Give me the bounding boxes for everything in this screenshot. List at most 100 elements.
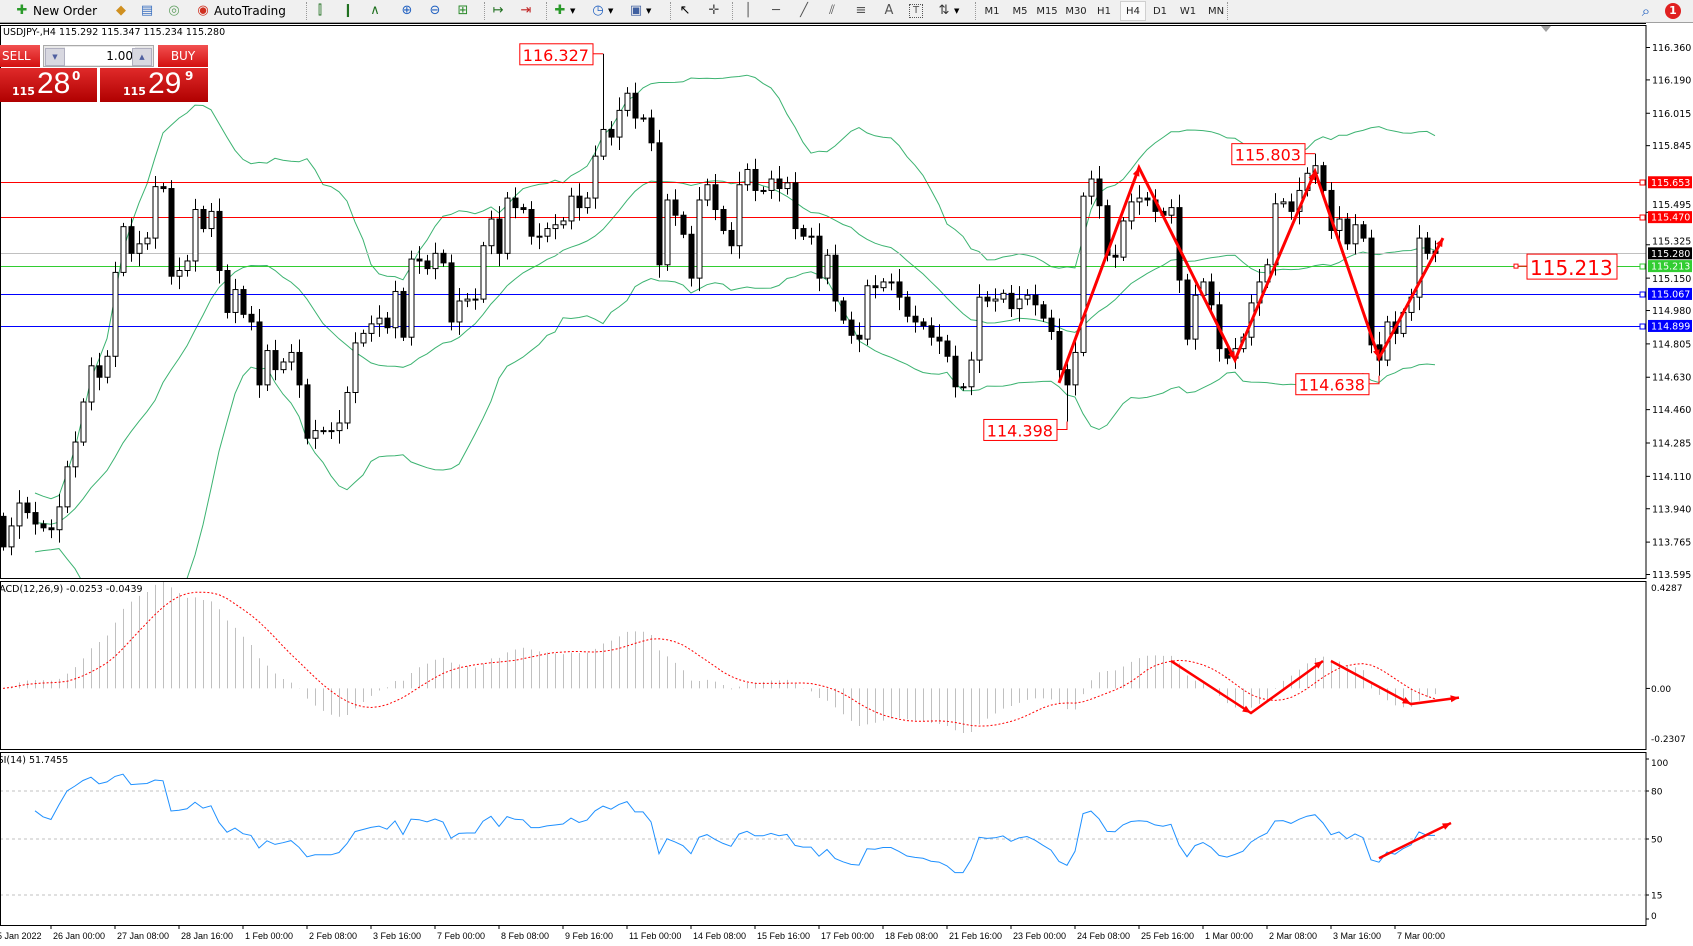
candle-body-bullish [312, 430, 319, 439]
level-handle[interactable] [1639, 179, 1646, 186]
candle [1424, 232, 1431, 260]
bollinger-upper-line [34, 74, 1436, 500]
timeframe-m30-button[interactable]: M30 [1065, 5, 1087, 17]
chart-shift-button[interactable]: ⇥ [518, 1, 534, 21]
zoom-out-button[interactable]: ⊖ [427, 1, 443, 21]
text-button[interactable]: A [881, 1, 897, 21]
time-tick-label: 25 Jan 2022 [0, 931, 42, 941]
level-handle[interactable] [1639, 291, 1646, 298]
crosshair-button[interactable]: ✛ [706, 1, 722, 21]
cursor-button[interactable]: ↖ [677, 1, 693, 21]
candle-body-bearish [904, 296, 911, 317]
line-chart-button[interactable]: ∧ [367, 1, 383, 21]
signals-button[interactable]: ◎ [166, 1, 182, 21]
candle-body-bullish [736, 184, 743, 247]
candle-body-bearish [672, 199, 679, 216]
candle [624, 87, 631, 117]
timeframe-w1-button[interactable]: W1 [1179, 5, 1197, 17]
timeframe-d1-button[interactable]: D1 [1152, 5, 1168, 17]
fibonacci-icon: ≡ [855, 3, 867, 18]
pivot-callout-label: 115.213 [1530, 256, 1613, 280]
toolbar-separator [546, 2, 548, 20]
search-button[interactable]: ⌕ [1638, 1, 1654, 21]
auto-scroll-button[interactable]: ↦ [490, 1, 506, 21]
candle-body-bearish [928, 325, 935, 338]
sell-price-button[interactable]: 115 28 0 [0, 68, 97, 102]
zoom-in-icon: ⊕ [401, 3, 413, 18]
candle-body-bullish [1336, 218, 1343, 231]
candlestick-icon: ❙ [342, 3, 354, 18]
rsi-tick-label: 50 [1651, 836, 1663, 846]
candle [416, 246, 423, 274]
sell-price-main: 28 [37, 67, 71, 100]
candle-body-bullish [1128, 201, 1135, 222]
candle-body-bullish [888, 281, 895, 284]
tile-windows-button[interactable]: ⊞ [455, 1, 471, 21]
autotrading-button[interactable]: ◉ AutoTrading [195, 1, 286, 21]
chart-shift-marker[interactable] [1541, 26, 1551, 32]
fibonacci-button[interactable]: ≡ [853, 1, 869, 21]
candle-body-bearish [528, 209, 535, 237]
navigator-button[interactable]: ▤ [139, 1, 155, 21]
lot-size-input[interactable] [65, 47, 135, 65]
candle-body-bearish [720, 209, 727, 231]
indicators-button[interactable]: ✚ ▼ [552, 1, 576, 21]
symbol-ohlc-label: USDJPY-,H4 115.292 115.347 115.234 115.2… [3, 27, 226, 38]
candle-body-bearish [520, 207, 527, 211]
buy-price-button[interactable]: 115 29 9 [100, 68, 208, 102]
lot-increase-button[interactable]: ▲ [132, 48, 152, 66]
candle-body-bearish [984, 296, 991, 302]
candle [728, 222, 735, 255]
candle-body-bullish [432, 252, 439, 270]
candle [952, 345, 959, 398]
candle-body-bullish [1168, 207, 1175, 216]
candle-body-bullish [16, 502, 23, 527]
price-panel[interactable] [0, 53, 1646, 643]
level-handle[interactable] [1639, 323, 1646, 330]
buy-button[interactable]: BUY [158, 45, 208, 67]
candle [376, 305, 383, 337]
candle [848, 311, 855, 344]
candle [696, 187, 703, 292]
lot-decrease-button[interactable]: ▼ [45, 48, 65, 66]
candle-body-bearish [304, 384, 311, 439]
candle-body-bullish [1352, 224, 1359, 245]
timeframe-m5-button[interactable]: M5 [1012, 5, 1028, 17]
candle [1016, 286, 1023, 322]
candlestick-button[interactable]: ❙ [340, 1, 356, 21]
candle-body-bullish [352, 342, 359, 393]
metaeditor-button[interactable]: ◆ [113, 1, 129, 21]
templates-button[interactable]: ▣ ▼ [628, 1, 652, 21]
zoom-in-button[interactable]: ⊕ [399, 1, 415, 21]
timeframe-mn-button[interactable]: MN [1207, 5, 1225, 17]
level-handle[interactable] [1639, 214, 1646, 221]
text-label-button[interactable]: T [909, 1, 923, 21]
vertical-line-button[interactable]: │ [740, 1, 756, 21]
macd-panel[interactable] [2, 581, 1436, 733]
timeframe-m1-button[interactable]: M1 [984, 5, 1000, 17]
new-order-button[interactable]: ✚ New Order [14, 1, 98, 21]
horizontal-line-button[interactable]: ─ [768, 1, 784, 21]
notifications-button[interactable]: 1 [1665, 1, 1681, 21]
candle [1008, 284, 1015, 318]
arrows-button[interactable]: ⇅ ▼ [936, 1, 960, 21]
rsi-panel[interactable] [0, 773, 1646, 896]
candle [48, 519, 55, 539]
candle [1096, 166, 1103, 219]
channel-button[interactable]: ⫽ [824, 1, 840, 21]
bar-chart-button[interactable]: ⫿ [312, 1, 328, 21]
sell-label: SELL [2, 49, 31, 63]
candle [56, 493, 63, 543]
periods-button[interactable]: ◷ ▼ [590, 1, 613, 21]
timeframe-h1-button[interactable]: H1 [1097, 5, 1111, 17]
timeframe-h4-button[interactable]: H4 [1120, 1, 1146, 21]
time-tick-label: 17 Feb 00:00 [821, 931, 874, 941]
level-handle[interactable] [1639, 263, 1646, 270]
rsi-arrow-head [1442, 823, 1451, 830]
timeframe-m15-button[interactable]: M15 [1036, 5, 1058, 17]
trendline-button[interactable]: ╱ [796, 1, 812, 21]
candle [328, 422, 335, 439]
sell-button[interactable]: SELL [0, 45, 40, 67]
candle-body-bullish [184, 260, 191, 272]
